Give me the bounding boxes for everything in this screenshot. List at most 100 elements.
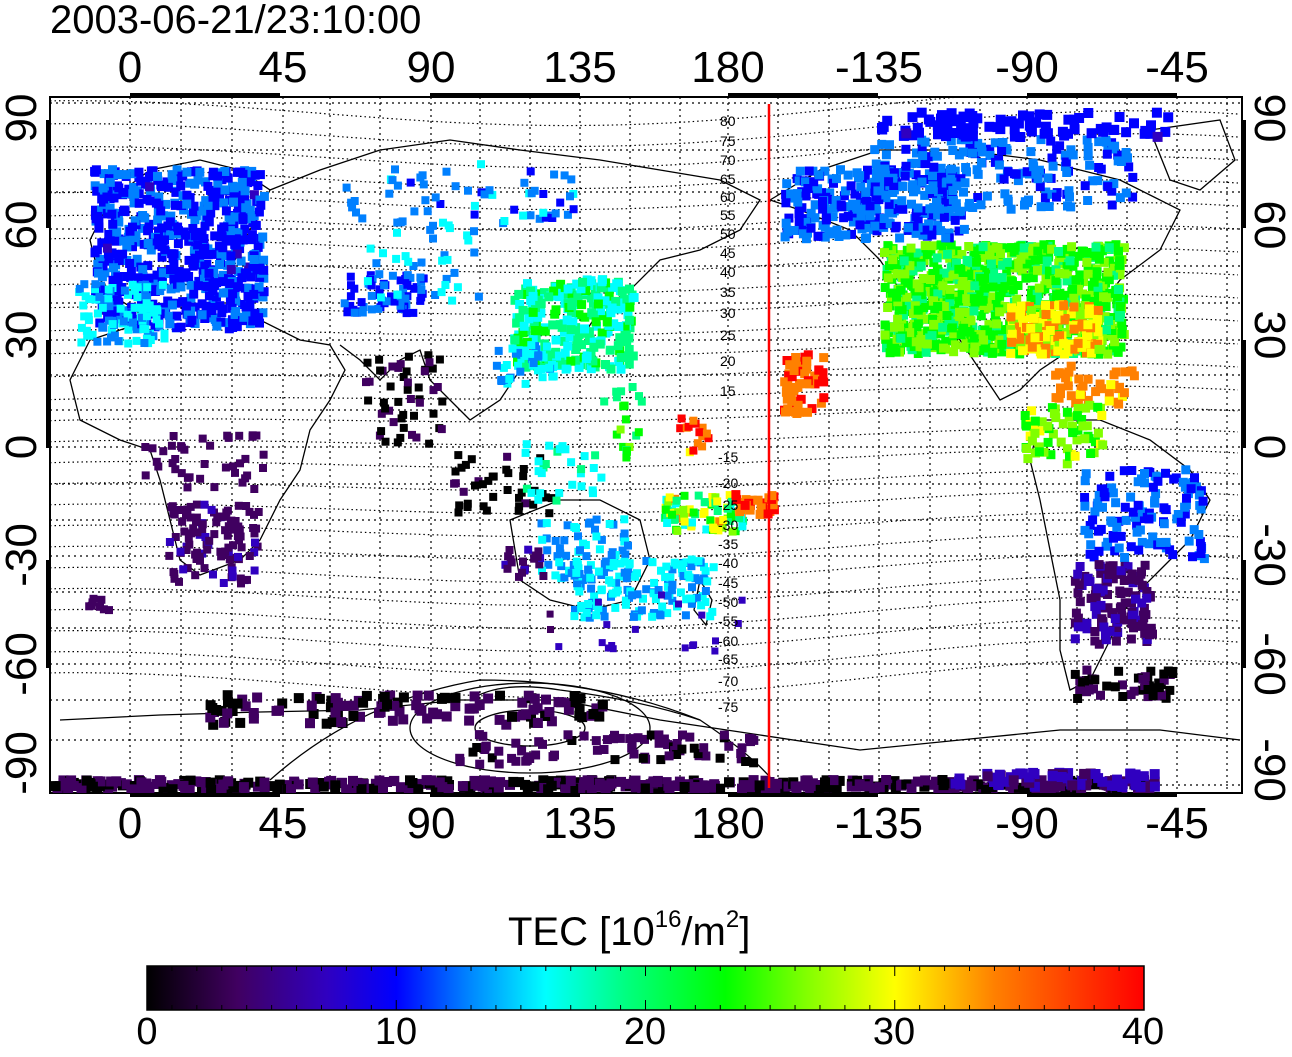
tec-sample <box>196 474 205 483</box>
tec-sample <box>464 236 473 245</box>
tec-sample <box>92 245 102 255</box>
tec-sample <box>1097 411 1107 420</box>
tec-sample <box>1104 275 1114 285</box>
tec-sample <box>154 240 164 250</box>
tec-sample <box>185 193 195 203</box>
tec-sample <box>232 322 242 332</box>
tec-sample <box>656 611 665 620</box>
tec-sample <box>346 292 355 301</box>
tec-sample <box>1127 569 1137 579</box>
tec-sample <box>585 613 594 622</box>
tec-sample <box>1101 122 1112 133</box>
tec-sample <box>646 730 656 740</box>
tec-sample <box>1142 593 1152 603</box>
tec-sample <box>220 185 230 195</box>
tec-sample <box>628 383 637 391</box>
tec-sample <box>185 775 196 786</box>
tec-sample <box>831 196 841 205</box>
tec-sample <box>1159 675 1169 685</box>
tec-sample <box>901 161 911 171</box>
tec-sample <box>1044 321 1054 331</box>
tec-sample <box>128 318 137 327</box>
tec-sample <box>563 521 572 530</box>
tec-sample <box>1136 569 1146 579</box>
tec-sample <box>604 644 612 652</box>
tec-sample <box>925 185 935 194</box>
tec-sample <box>439 218 447 227</box>
tec-sample <box>1101 137 1111 147</box>
tec-sample <box>1028 246 1038 256</box>
tec-sample <box>1145 467 1155 477</box>
tec-sample <box>511 738 521 748</box>
tec-sample <box>192 500 201 509</box>
tec-sample <box>545 509 554 518</box>
tec-sample <box>534 457 543 466</box>
tec-sample <box>108 165 117 175</box>
tec-sample <box>504 552 513 561</box>
tec-sample <box>231 517 240 525</box>
tec-sample <box>579 539 588 548</box>
tec-sample <box>946 136 956 146</box>
tec-sample <box>259 450 268 459</box>
tec-sample <box>594 598 602 606</box>
tec-sample <box>126 273 136 283</box>
tec-sample <box>937 250 947 260</box>
tec-sample <box>205 712 216 723</box>
tec-sample <box>698 611 706 619</box>
tec-sample <box>1161 537 1171 547</box>
tec-sample <box>1154 683 1164 693</box>
tec-sample <box>1120 502 1130 512</box>
tec-sample <box>535 214 544 223</box>
tec-sample <box>404 257 413 266</box>
tec-sample <box>576 469 585 478</box>
tec-sample <box>542 519 551 528</box>
tec-sample <box>1118 692 1128 701</box>
tec-sample <box>913 203 923 213</box>
tec-sample <box>1121 127 1132 138</box>
tec-sample <box>984 121 995 132</box>
tec-sample <box>1115 312 1124 322</box>
tec-sample <box>559 336 569 346</box>
tec-sample <box>233 282 243 292</box>
contour-line <box>50 133 1239 169</box>
tec-sample <box>919 781 930 792</box>
tec-sample <box>640 734 649 744</box>
tec-sample <box>628 591 637 600</box>
bottom-lon-tick: -45 <box>1145 799 1209 848</box>
tec-sample <box>405 775 415 786</box>
tec-sample <box>1022 784 1032 793</box>
tec-sample <box>163 296 173 306</box>
tec-sample <box>114 337 123 346</box>
tec-sample <box>753 495 763 505</box>
tec-sample <box>1129 371 1139 381</box>
tec-sample <box>1065 192 1074 202</box>
tec-sample <box>532 718 543 728</box>
contour-label: -40 <box>718 555 738 571</box>
tec-sample <box>1023 454 1033 464</box>
tec-sample <box>146 166 156 176</box>
tec-sample <box>1064 367 1074 377</box>
tec-sample <box>143 239 153 248</box>
tec-sample <box>617 387 626 396</box>
tec-sample <box>997 347 1007 357</box>
tec-sample <box>992 122 1003 133</box>
tec-sample <box>167 784 178 793</box>
tec-sample <box>249 190 259 200</box>
tec-sample <box>685 732 695 742</box>
tec-sample <box>1073 622 1083 632</box>
tec-sample <box>1107 200 1117 210</box>
tec-sample <box>256 200 266 210</box>
tec-sample <box>475 759 485 769</box>
tec-sample <box>909 309 918 318</box>
tec-sample <box>589 342 599 352</box>
tec-sample <box>748 775 759 786</box>
tec-sample <box>459 487 468 496</box>
tec-sample <box>232 698 243 709</box>
tec-sample <box>204 268 214 278</box>
tec-sample <box>107 333 115 342</box>
tec-sample <box>521 448 530 457</box>
tec-sample <box>404 352 413 361</box>
tec-sample <box>802 775 813 786</box>
tec-sample <box>676 424 685 433</box>
tec-sample <box>1096 600 1106 610</box>
